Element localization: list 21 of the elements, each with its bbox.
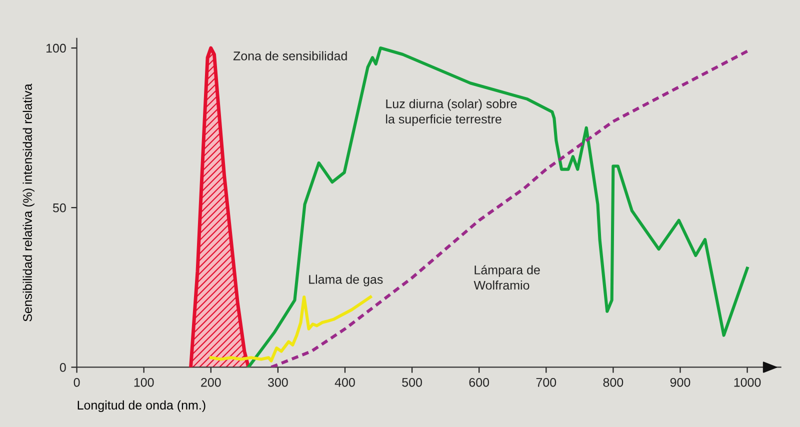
x-tick-label: 0: [74, 378, 80, 387]
series-label: Zona de sensibilidad: [233, 51, 347, 60]
y-tick-label: 50: [52, 203, 66, 212]
x-tick-label: 1000: [734, 378, 761, 387]
series-label: Luz diurna (solar) sobre la superficie terrestre: [386, 99, 517, 126]
x-tick-label: 600: [469, 378, 490, 387]
x-tick-label: 300: [268, 378, 288, 387]
x-tick-label: 400: [334, 378, 355, 387]
x-tick-label: 100: [134, 378, 154, 387]
x-axis-title: Longitud de onda (nm.): [78, 400, 206, 412]
text: Lámpara de Wolframio: [474, 265, 540, 290]
y-tick-label: 100: [46, 44, 66, 53]
x-tick-label: 900: [670, 378, 690, 387]
x-tick-label: 700: [536, 378, 556, 387]
x-tick-label: 500: [402, 378, 422, 387]
x-tick-label: 200: [201, 378, 221, 387]
y-axis-title: Sensibilidad relativa (%) intensidad relativa: [22, 84, 34, 322]
y-tick-label: 0: [60, 363, 66, 372]
line-series: [209, 295, 372, 362]
x-tick-label: 800: [603, 378, 624, 387]
series-label: Llama de gas: [309, 274, 383, 286]
